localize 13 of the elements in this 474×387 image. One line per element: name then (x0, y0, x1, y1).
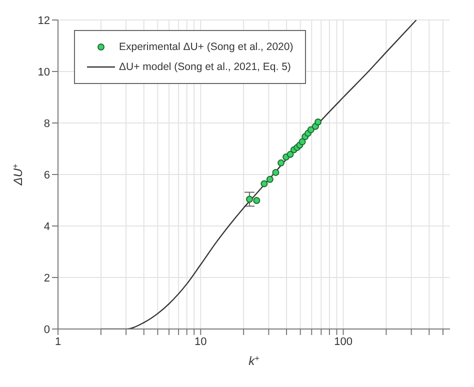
y-tick-label: 0 (44, 324, 50, 336)
legend-label: ΔU+ model (Song et al., 2021, Eq. 5) (119, 61, 291, 73)
x-axis-title: k$^{+}$ (248, 354, 260, 368)
legend-label: Experimental ΔU+ (Song et al., 2020) (119, 41, 294, 53)
y-tick-label: 12 (38, 14, 50, 27)
y-tick-label: 10 (38, 66, 50, 78)
y-tick-label: 2 (44, 272, 50, 284)
x-tick-label: 10 (194, 336, 207, 348)
x-tick-label: 1 (54, 336, 62, 348)
y-tick-label: 8 (44, 118, 50, 130)
y-tick-label: 4 (44, 220, 50, 233)
x-tick-label: 100 (334, 336, 352, 348)
y-tick-label: 6 (44, 169, 50, 182)
